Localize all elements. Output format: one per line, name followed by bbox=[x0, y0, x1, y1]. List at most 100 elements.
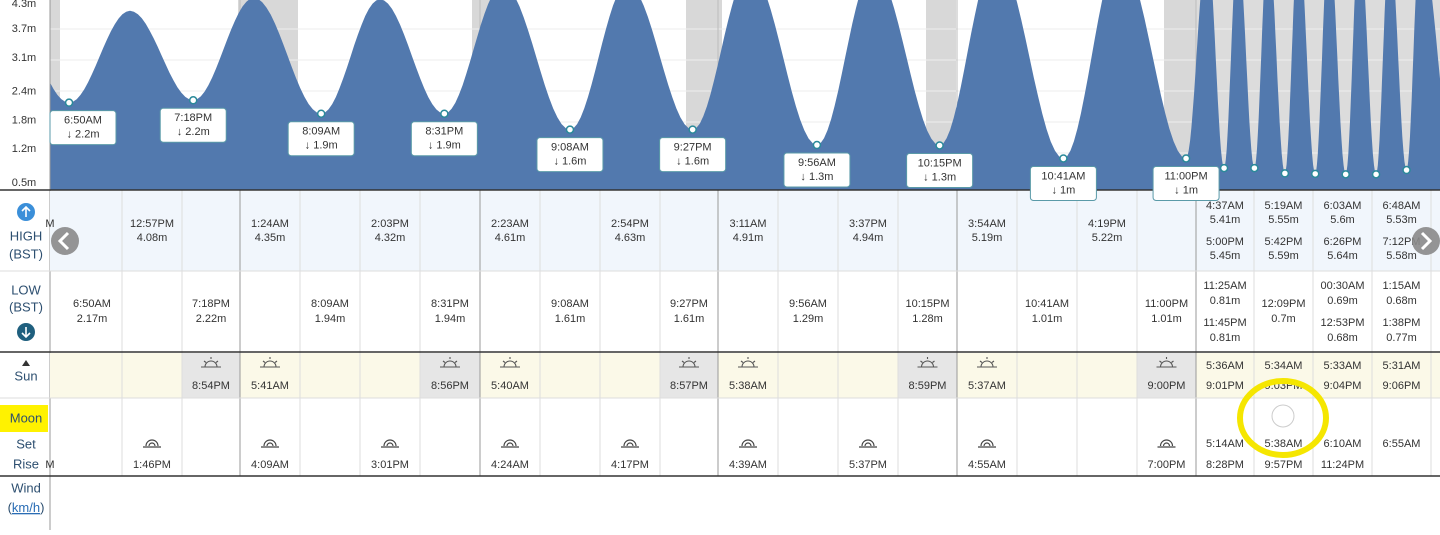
callout-height: ↓ 1.3m bbox=[800, 171, 833, 183]
sun-time: 5:33AM bbox=[1324, 360, 1362, 372]
low-height: 1.61m bbox=[674, 313, 705, 325]
low-height: 0.69m bbox=[1327, 295, 1358, 307]
high-time: M bbox=[45, 218, 54, 230]
low-dot bbox=[316, 109, 326, 118]
callout-box bbox=[659, 137, 727, 173]
sun-shape bbox=[679, 357, 699, 368]
low-dot bbox=[935, 141, 944, 150]
high-height: 5.45m bbox=[1210, 250, 1241, 262]
high-height: 4.32m bbox=[375, 232, 406, 244]
high-time: 3:54AM bbox=[968, 218, 1006, 230]
moon-icon bbox=[143, 439, 161, 448]
y-tick-label: 4.3m bbox=[12, 0, 36, 10]
high-height: 5.58m bbox=[1386, 250, 1417, 262]
moon-icon bbox=[501, 439, 519, 448]
low-dot bbox=[1219, 163, 1229, 173]
sun-time: 5:41AM bbox=[251, 380, 289, 392]
callout-time: 9:08AM bbox=[551, 142, 589, 154]
high-time: 5:00PM bbox=[1206, 236, 1244, 248]
callout-box bbox=[1029, 165, 1097, 201]
moon-time: 11:24PM bbox=[1321, 459, 1364, 471]
tide-curve bbox=[50, 0, 1440, 190]
y-tick-label: 1.2m bbox=[12, 143, 36, 155]
high-time: 3:11AM bbox=[729, 218, 766, 230]
callouts: 6:50AM ↓ 2.2m 7:18PM ↓ 2.2m 8:09AM ↓ 1.9m 8:31… bbox=[49, 96, 1411, 201]
paren: ( bbox=[8, 500, 13, 515]
high-time: 5:19AM bbox=[1265, 200, 1303, 212]
sun-toggle bbox=[22, 360, 30, 366]
sun-icon bbox=[201, 357, 221, 368]
y-tick-label: 0.5m bbox=[12, 177, 36, 189]
high-label: HIGH bbox=[10, 228, 43, 243]
low-dot bbox=[1402, 165, 1411, 175]
callout-time: 10:41AM bbox=[1041, 170, 1085, 182]
low-time: 11:45PM bbox=[1203, 317, 1246, 329]
low-height: 1.94m bbox=[315, 313, 346, 325]
sun-time: 8:56PM bbox=[431, 380, 469, 392]
highlight-circle bbox=[1237, 378, 1329, 458]
low-dot bbox=[1371, 170, 1381, 179]
moon-time: 8:28PM bbox=[1206, 459, 1244, 471]
low-height: 2.17m bbox=[77, 313, 108, 325]
high-time: 6:26PM bbox=[1324, 236, 1362, 248]
sun-shape bbox=[201, 357, 221, 368]
callout-height: ↓ 1m bbox=[1174, 184, 1198, 196]
low-time: 1:15AM bbox=[1383, 280, 1421, 292]
sun-time: 9:04PM bbox=[1324, 380, 1362, 392]
callout-box bbox=[49, 110, 117, 146]
callout-box bbox=[410, 121, 478, 157]
high-time: 2:54PM bbox=[611, 218, 649, 230]
callout-height: ↓ 1.9m bbox=[428, 140, 461, 152]
high-height: 5.59m bbox=[1268, 250, 1299, 262]
high-height: 4.91m bbox=[733, 232, 764, 244]
sun-time: 9:00PM bbox=[1148, 380, 1186, 392]
high-time: 7:12PM bbox=[1383, 236, 1421, 248]
high-height: 5.53m bbox=[1386, 214, 1417, 226]
sun-shape bbox=[260, 357, 280, 368]
sun-shape bbox=[917, 357, 938, 368]
low-time: 10:15PM bbox=[905, 298, 949, 310]
sun-time: 5:40AM bbox=[491, 380, 529, 392]
moon-icon bbox=[978, 439, 996, 448]
nav-button[interactable] bbox=[1412, 227, 1440, 255]
high-time: 1:24AM bbox=[251, 218, 289, 230]
high-time: 6:03AM bbox=[1324, 200, 1362, 212]
sun-shape bbox=[977, 357, 997, 368]
high-time: 2:23AM bbox=[491, 218, 529, 230]
low-arrow bbox=[21, 327, 31, 339]
y-axis-bg bbox=[0, 0, 50, 190]
sun-label: Sun bbox=[14, 368, 37, 383]
low-time: 6:50AM bbox=[73, 298, 111, 310]
moon-phase bbox=[1271, 404, 1295, 428]
sun-time: 9:06PM bbox=[1383, 380, 1421, 392]
low-time: 12:09PM bbox=[1261, 298, 1305, 310]
moon-time: 7:00PM bbox=[1148, 459, 1186, 471]
low-time: 9:56AM bbox=[789, 298, 827, 310]
low-height: 0.68m bbox=[1386, 295, 1417, 307]
low-time: 8:31PM bbox=[431, 298, 469, 310]
sun-time: 8:59PM bbox=[909, 380, 947, 392]
high-height: 5.41m bbox=[1210, 214, 1241, 226]
low-time: 9:27PM bbox=[670, 298, 708, 310]
callout-height: ↓ 1m bbox=[1051, 184, 1075, 196]
high-time: 5:42PM bbox=[1265, 236, 1303, 248]
sun-icon bbox=[440, 357, 460, 368]
low-height: 1.61m bbox=[555, 313, 586, 325]
sun-icon bbox=[738, 357, 758, 368]
callout-time: 8:09AM bbox=[302, 126, 340, 138]
low-time: 1:38PM bbox=[1383, 317, 1421, 329]
set-label: Set bbox=[16, 436, 36, 451]
moon-icon bbox=[739, 439, 757, 448]
unit-link[interactable]: km/h bbox=[12, 500, 40, 515]
y-tick-label: 3.1m bbox=[12, 52, 36, 64]
low-time: 11:25AM bbox=[1203, 280, 1246, 292]
high-time: 3:37PM bbox=[849, 218, 887, 230]
sun-icon bbox=[917, 357, 938, 368]
high-height: 4.63m bbox=[615, 232, 646, 244]
sun-shape bbox=[738, 357, 758, 368]
callout-time: 11:00PM bbox=[1164, 170, 1207, 182]
moon-time: 3:01PM bbox=[371, 459, 409, 471]
high-height: 5.64m bbox=[1327, 250, 1358, 262]
nav-button[interactable] bbox=[51, 227, 79, 255]
